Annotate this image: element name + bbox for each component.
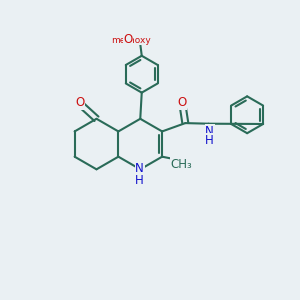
Text: N: N <box>135 162 144 175</box>
Text: H: H <box>135 174 144 187</box>
Text: methoxy: methoxy <box>111 36 151 45</box>
Text: O: O <box>177 96 186 109</box>
Text: H: H <box>205 134 214 146</box>
Text: N: N <box>205 124 214 138</box>
Text: CH₃: CH₃ <box>170 158 192 171</box>
Text: O: O <box>76 96 85 109</box>
Text: O: O <box>123 33 132 46</box>
